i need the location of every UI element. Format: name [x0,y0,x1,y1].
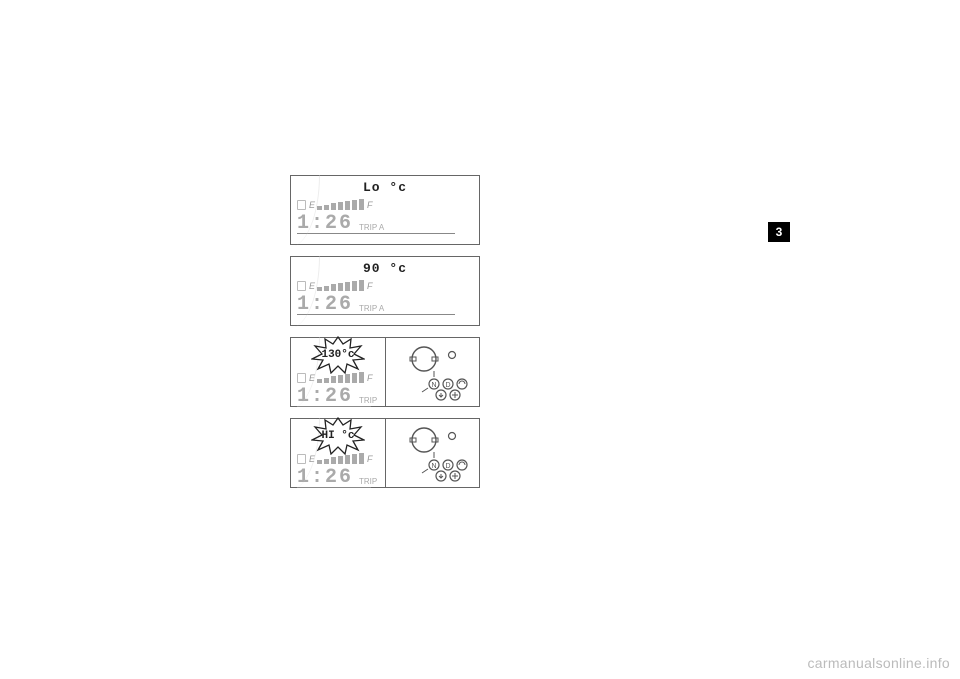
fuel-full-label: F [367,281,373,291]
lcd-panel: HI °c E F 1:26 TRIP N D [290,418,480,488]
lcd-panel: 90 °c E F 1:26 TRIP A [290,256,480,326]
lcd-panel: Lo °c E F 1:26 TRIP A [290,175,480,245]
clock: 1:26 [297,212,353,235]
lcd-display: HI °c E F 1:26 TRIP [291,419,385,487]
fuel-gauge: E F [297,280,473,291]
svg-text:D: D [445,382,450,389]
fuel-empty-label: E [309,373,315,383]
temp-burst-icon: HI °c [317,423,359,449]
coolant-temp: 90 °c [297,261,473,276]
fuel-full-label: F [367,454,373,464]
svg-text:N: N [431,382,436,389]
coolant-temp: HI °c [321,430,354,442]
fuel-pump-icon [297,454,306,464]
fuel-empty-label: E [309,200,315,210]
lcd-display: 90 °c E F 1:26 TRIP A [291,257,479,325]
fuel-empty-label: E [309,281,315,291]
indicator-cluster: N D [385,338,479,406]
lcd-panels: Lo °c E F 1:26 TRIP A 90 °c E F [290,175,480,499]
fuel-pump-icon [297,373,306,383]
trip-label: TRIP A [359,304,384,313]
fuel-empty-label: E [309,454,315,464]
lcd-display: Lo °c E F 1:26 TRIP A [291,176,479,244]
gauge-cluster-icon: N D [390,342,476,402]
svg-text:D: D [445,463,450,470]
indicator-cluster: N D [385,419,479,487]
coolant-temp: 130°c [321,349,354,361]
fuel-pump-icon [297,281,306,291]
clock: 1:26 [297,385,353,408]
coolant-temp: Lo °c [297,180,473,195]
lcd-panel: 130°c E F 1:26 TRIP N D [290,337,480,407]
lcd-display: 130°c E F 1:26 TRIP [291,338,385,406]
fuel-pump-icon [297,200,306,210]
watermark: carmanualsonline.info [808,655,951,671]
fuel-gauge: E F [297,199,473,210]
svg-text:N: N [431,463,436,470]
trip-label: TRIP A [359,223,384,232]
clock: 1:26 [297,293,353,316]
gauge-cluster-icon: N D [390,423,476,483]
fuel-full-label: F [367,373,373,383]
page-tab: 3 [768,222,790,242]
temp-burst-icon: 130°c [317,342,359,368]
trip-label: TRIP [359,396,377,405]
fuel-full-label: F [367,200,373,210]
clock: 1:26 [297,466,353,489]
trip-label: TRIP [359,477,377,486]
